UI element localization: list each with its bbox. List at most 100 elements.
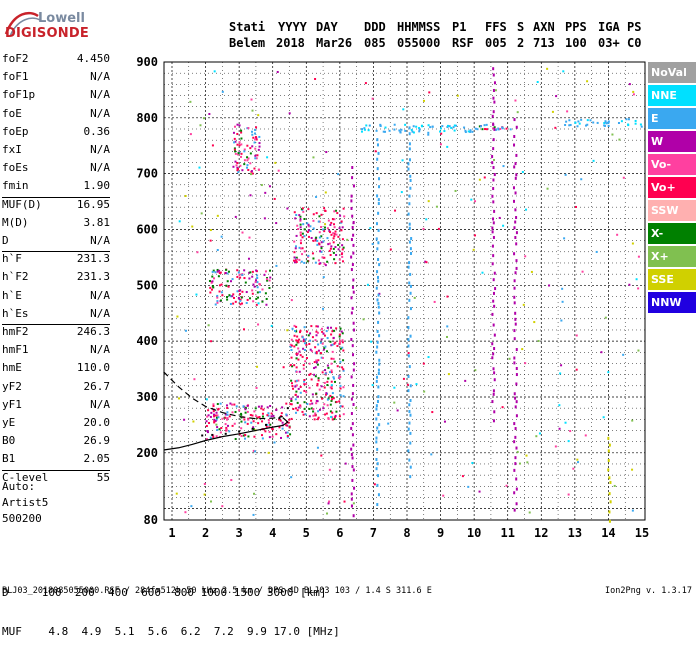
echo-point — [333, 235, 336, 238]
parameter-row: yF1 N/A — [2, 398, 110, 416]
interference-streak-point — [375, 407, 378, 411]
noise-echo-point — [344, 462, 347, 465]
echo-point — [209, 436, 212, 439]
echo-point — [269, 423, 272, 426]
echo-point — [312, 257, 315, 260]
echo-point — [307, 235, 310, 238]
echo-point — [255, 297, 258, 300]
header-label: P1 — [452, 20, 467, 34]
echo-point — [314, 366, 317, 369]
echo-point — [605, 122, 608, 125]
parameter-divider — [2, 469, 110, 471]
echo-point — [478, 125, 481, 128]
echo-point — [249, 271, 252, 274]
echo-point — [252, 300, 255, 303]
noise-echo-point — [273, 441, 276, 444]
echo-point — [335, 410, 338, 413]
echo-point — [317, 259, 320, 262]
noise-echo-point — [622, 353, 625, 356]
echo-point — [265, 297, 268, 300]
echo-point — [313, 367, 316, 370]
echo-point — [281, 406, 284, 409]
echo-point — [258, 291, 261, 294]
echo-point — [421, 125, 424, 128]
echo-point — [327, 417, 330, 420]
parameter-row: hmF1 N/A — [2, 343, 110, 361]
echo-point — [332, 241, 335, 244]
interference-streak-point — [494, 287, 497, 291]
echo-point — [234, 150, 237, 153]
noise-echo-point — [584, 434, 587, 437]
noise-echo-point — [216, 426, 219, 429]
echo-point — [216, 300, 219, 303]
echo-point — [216, 414, 219, 417]
noise-echo-point — [555, 95, 558, 98]
noise-echo-point — [518, 462, 521, 465]
y-tick-label: 900 — [136, 55, 158, 69]
echo-point — [310, 378, 313, 381]
interference-streak-point — [351, 433, 354, 437]
interference-streak-point — [493, 271, 496, 275]
echo-point — [316, 239, 319, 242]
interference-streak-point — [377, 371, 380, 375]
echo-point — [243, 159, 246, 162]
noise-echo-point — [240, 143, 243, 146]
echo-point — [292, 259, 295, 262]
echo-point — [295, 261, 298, 264]
echo-point — [286, 421, 289, 424]
echo-point — [313, 373, 316, 376]
echo-point — [314, 339, 317, 342]
echo-point — [467, 130, 470, 133]
noise-echo-point — [394, 209, 397, 212]
echo-point — [307, 259, 310, 262]
noise-echo-point — [575, 334, 578, 337]
echo-point — [231, 411, 234, 414]
parameter-value: 3.81 — [83, 215, 111, 229]
interference-streak-point — [351, 176, 354, 180]
muf-distance-table: D 100 200 400 600 800 1000 1500 3000 [km… — [2, 560, 340, 651]
header-value: 2018 — [276, 36, 305, 50]
interference-streak-point — [515, 266, 518, 270]
interference-streak-point — [513, 329, 516, 333]
echo-point — [296, 409, 299, 412]
interference-streak-point — [408, 142, 411, 146]
echo-point — [247, 418, 250, 421]
f2-trace-point — [265, 423, 267, 426]
echo-point — [255, 415, 258, 418]
echo-point — [294, 217, 297, 220]
echo-point — [446, 124, 449, 127]
interference-streak-point — [352, 383, 355, 387]
y-tick-label: 80 — [144, 513, 158, 527]
echo-point — [296, 341, 299, 344]
x-tick-label: 2 — [202, 526, 209, 540]
echo-point — [330, 399, 333, 402]
interference-streak-point — [513, 392, 516, 396]
interference-streak-point — [408, 403, 411, 407]
interference-streak-point — [351, 478, 354, 482]
echo-point — [233, 147, 236, 150]
interference-streak-point — [350, 268, 353, 272]
echo-point — [337, 235, 340, 238]
echo-point — [295, 213, 298, 216]
echo-point — [205, 420, 208, 423]
header-value: 713 — [533, 36, 555, 50]
echo-point — [479, 125, 482, 128]
echo-point — [247, 435, 250, 438]
echo-point — [244, 408, 247, 411]
echo-point — [219, 299, 222, 302]
echo-point — [307, 223, 310, 226]
echo-point — [317, 377, 320, 380]
interference-streak-point — [492, 392, 495, 396]
echo-point — [308, 373, 311, 376]
echo-point — [314, 352, 317, 355]
interference-streak-point — [493, 410, 496, 414]
echo-point — [305, 391, 308, 394]
noise-echo-point — [389, 248, 392, 251]
echo-point — [235, 164, 238, 167]
f2-trace-point — [238, 430, 241, 433]
echo-point — [310, 399, 313, 402]
echo-point — [294, 411, 297, 414]
echo-point — [289, 403, 292, 406]
echo-point — [238, 141, 241, 144]
noise-echo-point — [254, 429, 257, 432]
